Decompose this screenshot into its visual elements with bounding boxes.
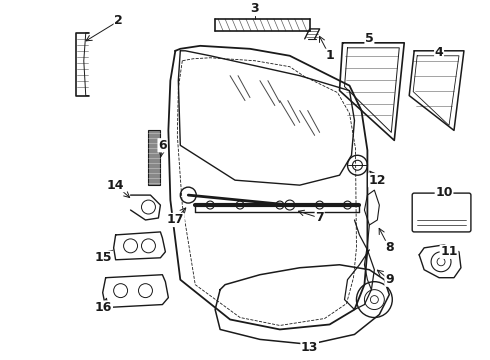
Text: 15: 15 xyxy=(95,251,112,264)
Text: 3: 3 xyxy=(251,3,259,15)
Text: 2: 2 xyxy=(114,14,123,27)
Text: 7: 7 xyxy=(315,211,324,225)
Circle shape xyxy=(316,201,323,209)
Circle shape xyxy=(276,201,284,209)
Text: 16: 16 xyxy=(95,301,112,314)
Text: 11: 11 xyxy=(441,245,458,258)
Text: 9: 9 xyxy=(385,273,393,286)
Text: 6: 6 xyxy=(158,139,167,152)
Circle shape xyxy=(236,201,244,209)
Circle shape xyxy=(343,201,351,209)
Text: 8: 8 xyxy=(385,241,393,255)
Text: 13: 13 xyxy=(301,341,318,354)
Text: 10: 10 xyxy=(435,186,453,199)
Text: 17: 17 xyxy=(167,213,184,226)
Text: 14: 14 xyxy=(107,179,124,192)
Text: 1: 1 xyxy=(325,49,334,62)
Bar xyxy=(148,130,160,185)
Circle shape xyxy=(206,201,214,209)
Text: 4: 4 xyxy=(435,46,443,59)
Text: 12: 12 xyxy=(368,174,386,187)
Text: 5: 5 xyxy=(365,32,374,45)
